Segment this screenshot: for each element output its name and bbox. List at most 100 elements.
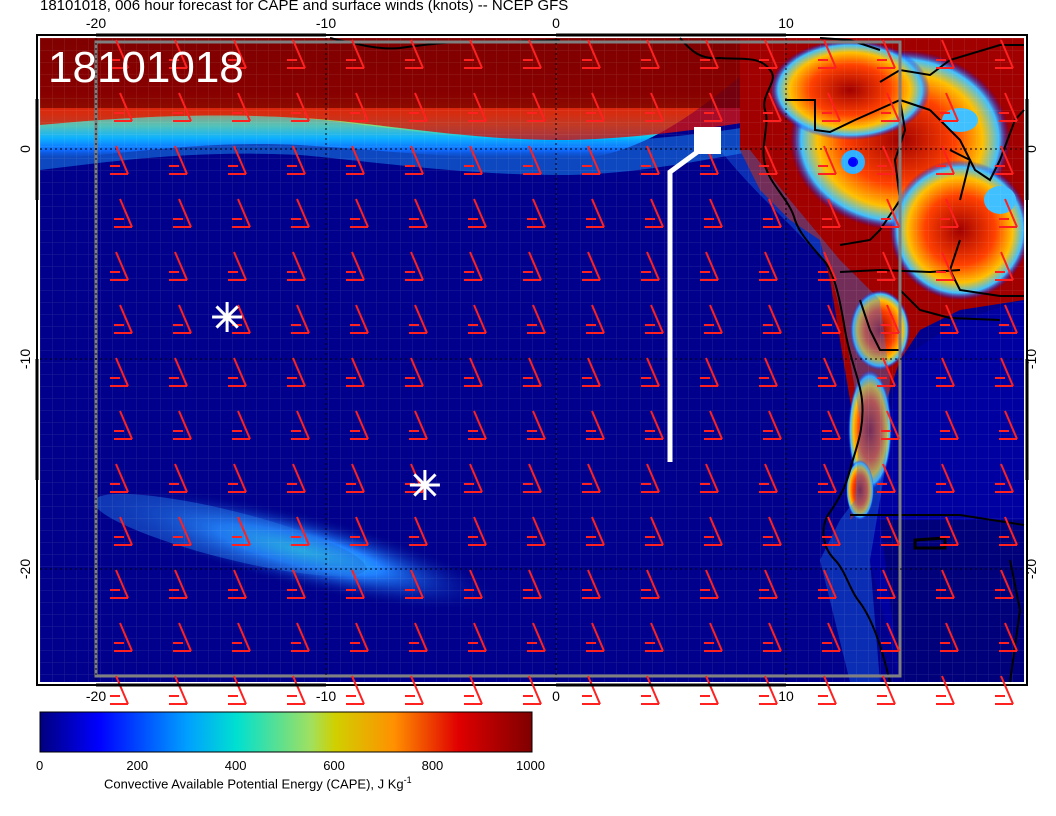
colorbar-tick-label: 0: [36, 758, 44, 773]
wind-barb: [940, 516, 959, 546]
wind-barb: [881, 516, 900, 546]
wind-barb: [818, 569, 837, 599]
wind-barb: [995, 357, 1014, 387]
wind-barb: [759, 675, 778, 705]
wind-barb: [582, 675, 601, 705]
colorbar-title: Convective Available Potential Energy (C…: [104, 775, 412, 792]
wind-barb: [468, 304, 487, 334]
wind-barb: [881, 92, 900, 122]
wind-barb: [704, 92, 723, 122]
wind-barb: [641, 251, 660, 281]
wind-barb: [995, 569, 1014, 599]
wind-barb: [877, 39, 896, 69]
x-tick-label: -20: [86, 688, 106, 704]
wind-barb: [995, 675, 1014, 705]
wind-barb: [464, 463, 483, 493]
wind-barb: [818, 357, 837, 387]
graticule: [40, 38, 1024, 682]
wind-barb: [232, 516, 251, 546]
wind-barb: [877, 145, 896, 175]
wind-barb: [346, 675, 365, 705]
wind-barb: [114, 198, 133, 228]
wind-barb: [346, 39, 365, 69]
wind-barb: [232, 198, 251, 228]
wind-barb: [999, 516, 1018, 546]
wind-barb: [641, 463, 660, 493]
wind-barb: [169, 675, 188, 705]
wind-barb: [940, 198, 959, 228]
wind-barb: [228, 251, 247, 281]
wind-barb: [114, 304, 133, 334]
wind-barb: [641, 145, 660, 175]
wind-barb: [936, 569, 955, 599]
wind-barb: [405, 675, 424, 705]
asterisk-markers: [212, 302, 440, 500]
wind-barb: [704, 410, 723, 440]
wind-barb: [999, 410, 1018, 440]
wind-barb: [759, 39, 778, 69]
wind-barb: [468, 92, 487, 122]
wind-barb: [763, 304, 782, 334]
wind-barb: [523, 463, 542, 493]
wind-barb: [877, 675, 896, 705]
wind-barb: [936, 251, 955, 281]
wind-barb: [232, 410, 251, 440]
wind-barb: [114, 516, 133, 546]
wind-barb: [169, 39, 188, 69]
wind-barb: [350, 304, 369, 334]
wind-barb: [586, 410, 605, 440]
wind-barb: [704, 622, 723, 652]
wind-barb: [822, 198, 841, 228]
x-tick-label: 10: [778, 688, 794, 704]
wind-barb: [818, 463, 837, 493]
wind-barb: [763, 410, 782, 440]
wind-barb: [704, 516, 723, 546]
wind-barb: [645, 410, 664, 440]
wind-barb: [287, 675, 306, 705]
wind-barb: [350, 516, 369, 546]
wind-barb: [409, 516, 428, 546]
wind-barb: [350, 622, 369, 652]
wind-barb: [582, 463, 601, 493]
wind-barb: [881, 304, 900, 334]
wind-barb: [641, 675, 660, 705]
wind-barb: [641, 569, 660, 599]
y-tick-label: -10: [17, 349, 33, 369]
wind-barb: [645, 622, 664, 652]
colorbar: [39, 711, 533, 753]
x-tick-label: -10: [316, 688, 336, 704]
wind-barb: [405, 251, 424, 281]
x-tick-label-top: 0: [552, 15, 560, 31]
wind-barb: [346, 145, 365, 175]
wind-barb: [287, 251, 306, 281]
wind-barb: [763, 516, 782, 546]
wind-barb: [582, 145, 601, 175]
wind-barb: [232, 92, 251, 122]
colorbar-tick-label: 200: [126, 758, 149, 773]
wind-barb: [464, 357, 483, 387]
asterisk-marker-icon: [212, 302, 243, 332]
wind-barb: [999, 92, 1018, 122]
x-tick-label: 0: [552, 688, 560, 704]
wind-barb: [468, 198, 487, 228]
wind-barb: [759, 463, 778, 493]
wind-barb: [173, 304, 192, 334]
wind-barb: [763, 198, 782, 228]
wind-barb: [228, 357, 247, 387]
wind-barb: [527, 198, 546, 228]
wind-barb: [228, 39, 247, 69]
wind-barb: [700, 251, 719, 281]
wind-barb: [523, 145, 542, 175]
wind-barb: [995, 463, 1014, 493]
wind-barb: [110, 145, 129, 175]
wind-barb: [700, 357, 719, 387]
wind-barb: [291, 410, 310, 440]
colorbar-tick-label: 400: [224, 758, 247, 773]
wind-barb: [464, 251, 483, 281]
wind-barb: [877, 569, 896, 599]
wind-barb: [818, 39, 837, 69]
wind-barb: [409, 198, 428, 228]
wind-barb: [468, 410, 487, 440]
wind-barb: [586, 516, 605, 546]
wind-barb: [995, 251, 1014, 281]
